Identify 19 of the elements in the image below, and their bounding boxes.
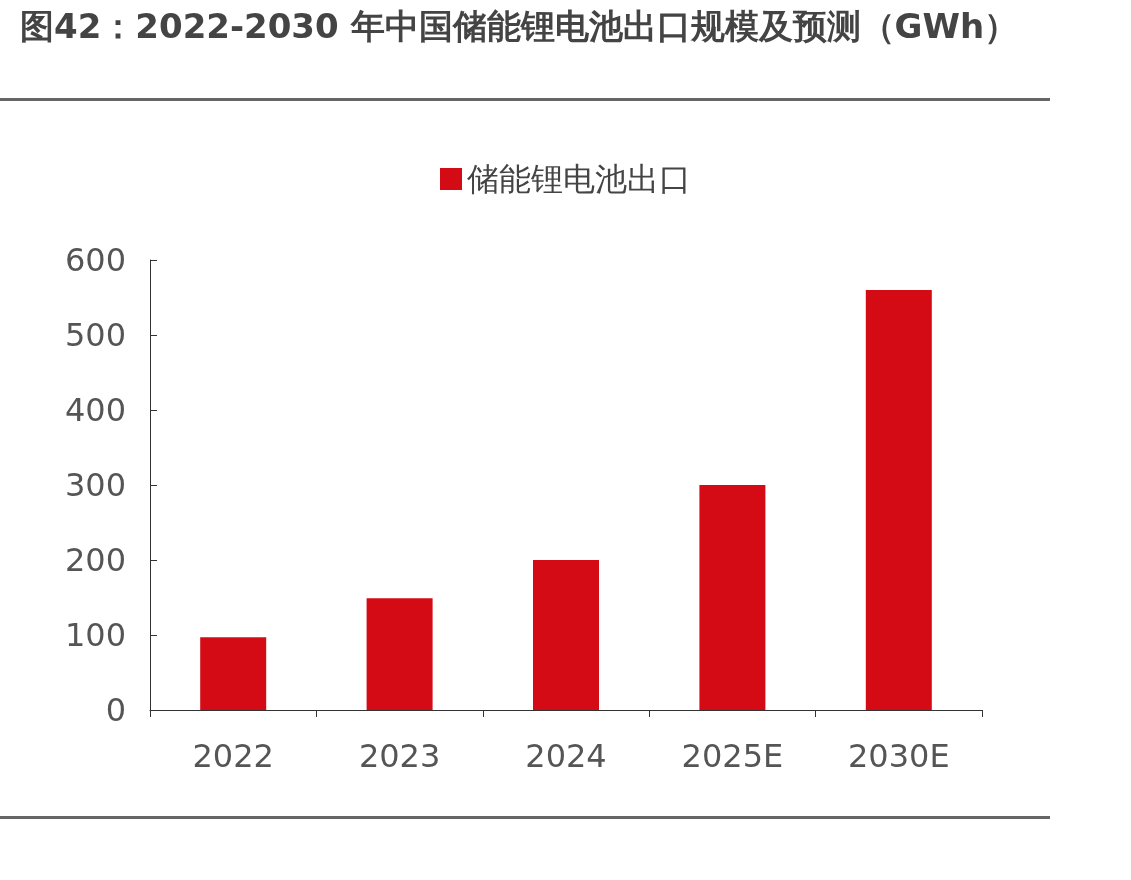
x-tick-label: 2023 bbox=[358, 737, 441, 775]
chart-title: 图42：2022-2030 年中国储能锂电池出口规模及预测（GWh） bbox=[20, 5, 1020, 48]
y-tick-label: 600 bbox=[64, 241, 126, 279]
bar bbox=[699, 485, 766, 710]
x-tick-label: 2022 bbox=[192, 737, 274, 775]
legend-label: 储能锂电池出口 bbox=[467, 160, 691, 198]
y-tick-label: 200 bbox=[64, 541, 126, 579]
y-tick-label: 100 bbox=[64, 616, 126, 654]
y-tick-label: 0 bbox=[105, 691, 126, 729]
y-tick-label: 400 bbox=[64, 391, 126, 429]
bar bbox=[865, 290, 932, 710]
bar bbox=[533, 560, 599, 710]
y-tick-label: 300 bbox=[64, 466, 126, 504]
x-tick-label: 2025E bbox=[681, 737, 784, 775]
bar bbox=[200, 637, 267, 710]
bar bbox=[366, 598, 433, 710]
y-tick-label: 500 bbox=[64, 316, 126, 354]
x-tick-label: 2024 bbox=[525, 737, 607, 775]
x-tick-label: 2030E bbox=[847, 737, 950, 775]
